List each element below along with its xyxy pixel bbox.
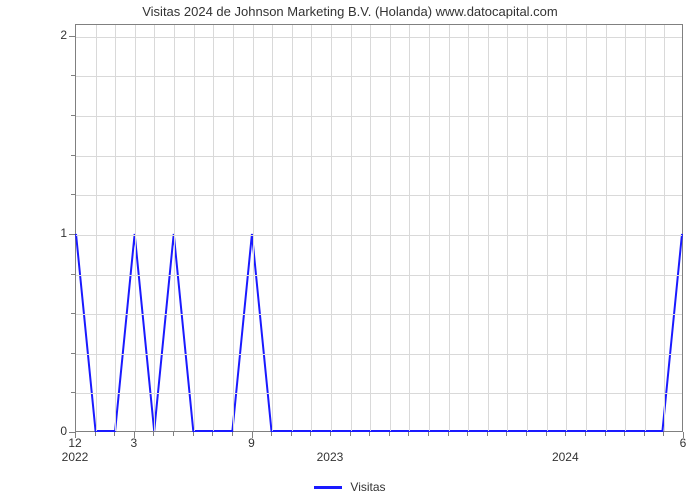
y-minor-tick-mark: [71, 115, 75, 116]
gridline-v: [507, 25, 508, 431]
x-year-label: 2024: [552, 450, 579, 464]
gridline-v: [213, 25, 214, 431]
gridline-v: [194, 25, 195, 431]
x-tick-mark: [173, 432, 174, 436]
gridline-v: [331, 25, 332, 431]
y-minor-tick-mark: [71, 353, 75, 354]
y-minor-tick-mark: [71, 274, 75, 275]
x-tick-mark: [663, 432, 664, 436]
x-year-label: 2023: [317, 450, 344, 464]
y-minor-tick-mark: [71, 155, 75, 156]
y-tick-label: 1: [45, 226, 67, 240]
x-tick-mark: [526, 432, 527, 436]
plot-area: [75, 24, 683, 432]
gridline-v: [390, 25, 391, 431]
y-tick-label: 2: [45, 28, 67, 42]
x-tick-mark: [487, 432, 488, 436]
gridline-h: [76, 393, 682, 394]
gridline-v: [351, 25, 352, 431]
x-tick-label: 9: [248, 436, 255, 450]
y-tick-label: 0: [45, 424, 67, 438]
gridline-v: [488, 25, 489, 431]
x-tick-mark: [95, 432, 96, 436]
gridline-v: [272, 25, 273, 431]
gridline-v: [115, 25, 116, 431]
gridline-v: [409, 25, 410, 431]
gridline-h: [76, 354, 682, 355]
gridline-v: [174, 25, 175, 431]
gridline-v: [527, 25, 528, 431]
x-tick-mark: [408, 432, 409, 436]
x-tick-mark: [546, 432, 547, 436]
x-tick-label: 6: [680, 436, 687, 450]
x-tick-mark: [369, 432, 370, 436]
gridline-v: [96, 25, 97, 431]
gridline-v: [664, 25, 665, 431]
y-minor-tick-mark: [71, 392, 75, 393]
gridline-v: [606, 25, 607, 431]
y-minor-tick-mark: [71, 75, 75, 76]
gridline-h: [76, 195, 682, 196]
x-tick-mark: [605, 432, 606, 436]
x-tick-mark: [506, 432, 507, 436]
x-tick-mark: [389, 432, 390, 436]
gridline-h: [76, 314, 682, 315]
gridline-v: [154, 25, 155, 431]
y-minor-tick-mark: [71, 194, 75, 195]
gridline-v: [292, 25, 293, 431]
legend: Visitas: [0, 480, 700, 494]
x-year-label: 2022: [62, 450, 89, 464]
x-tick-label: 3: [130, 436, 137, 450]
gridline-v: [586, 25, 587, 431]
x-tick-mark: [428, 432, 429, 436]
gridline-h: [76, 235, 682, 236]
legend-label: Visitas: [350, 480, 385, 494]
gridline-v: [233, 25, 234, 431]
gridline-v: [625, 25, 626, 431]
gridline-v: [429, 25, 430, 431]
x-tick-mark: [212, 432, 213, 436]
gridline-v: [645, 25, 646, 431]
x-tick-mark: [291, 432, 292, 436]
gridline-v: [547, 25, 548, 431]
x-tick-mark: [350, 432, 351, 436]
gridline-h: [76, 116, 682, 117]
x-tick-mark: [467, 432, 468, 436]
x-tick-label: 12: [68, 436, 81, 450]
x-tick-mark: [153, 432, 154, 436]
x-tick-mark: [232, 432, 233, 436]
gridline-v: [253, 25, 254, 431]
gridline-v: [311, 25, 312, 431]
gridline-v: [566, 25, 567, 431]
gridline-h: [76, 156, 682, 157]
chart-container: Visitas 2024 de Johnson Marketing B.V. (…: [0, 0, 700, 500]
gridline-h: [76, 37, 682, 38]
chart-title: Visitas 2024 de Johnson Marketing B.V. (…: [0, 4, 700, 19]
x-tick-mark: [448, 432, 449, 436]
gridline-v: [449, 25, 450, 431]
y-tick-mark: [69, 36, 75, 37]
gridline-h: [76, 275, 682, 276]
y-minor-tick-mark: [71, 313, 75, 314]
line-series: [76, 25, 682, 431]
x-tick-mark: [330, 432, 331, 436]
y-tick-mark: [69, 234, 75, 235]
x-tick-mark: [193, 432, 194, 436]
legend-swatch: [314, 486, 342, 489]
gridline-h: [76, 76, 682, 77]
x-tick-mark: [585, 432, 586, 436]
gridline-v: [135, 25, 136, 431]
gridline-v: [370, 25, 371, 431]
x-tick-mark: [565, 432, 566, 436]
x-tick-mark: [114, 432, 115, 436]
x-tick-mark: [624, 432, 625, 436]
x-tick-mark: [271, 432, 272, 436]
x-tick-mark: [644, 432, 645, 436]
x-tick-mark: [310, 432, 311, 436]
gridline-v: [468, 25, 469, 431]
